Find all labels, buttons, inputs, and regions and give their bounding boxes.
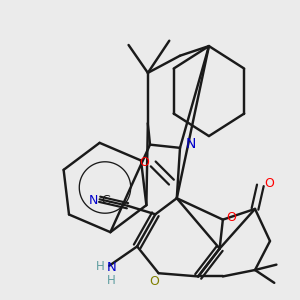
Text: C: C <box>102 194 110 207</box>
Text: O: O <box>140 156 150 170</box>
Text: H: H <box>96 260 105 273</box>
Text: N: N <box>106 261 116 274</box>
Text: H: H <box>107 274 116 287</box>
Text: O: O <box>264 177 274 190</box>
Text: O: O <box>226 211 236 224</box>
Text: O: O <box>149 275 159 288</box>
Text: N: N <box>185 136 196 151</box>
Text: N: N <box>88 194 98 207</box>
